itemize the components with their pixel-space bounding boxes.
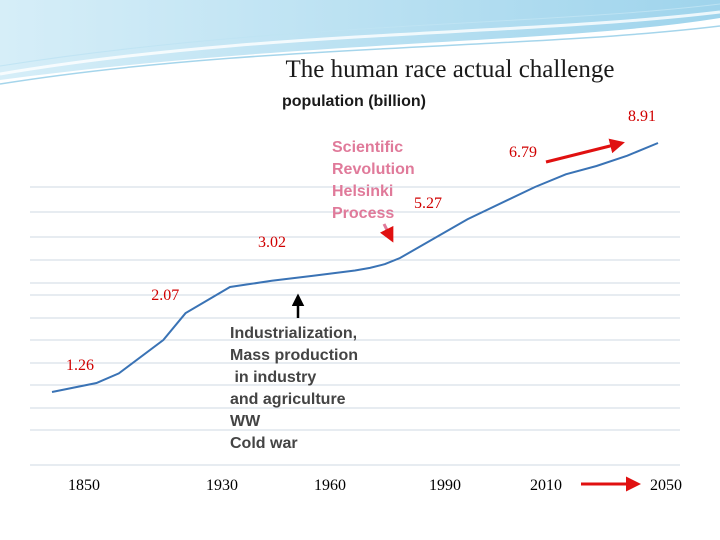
data-label: 3.02: [258, 234, 286, 251]
data-label: 5.27: [414, 195, 442, 212]
data-label: 6.79: [509, 144, 537, 161]
annotation-industrialization: Industrialization, Mass production in in…: [230, 325, 359, 452]
data-label: 2.07: [151, 287, 179, 304]
x-tick-label: 1850: [68, 477, 100, 494]
decorative-banner: [0, 0, 720, 85]
data-label: 1.26: [66, 357, 94, 374]
x-tick-label: 2050: [650, 477, 682, 494]
population-line: [51, 142, 659, 393]
annotation-scientific-revolution: Scientific Revolution Helsinki Process: [332, 139, 415, 222]
arrow-to-8.91: [545, 138, 625, 164]
x-tick-label: 1930: [206, 477, 238, 494]
data-label: 8.91: [628, 108, 656, 125]
grid: [30, 186, 680, 466]
y-axis-label: population (billion): [282, 93, 426, 110]
x-tick-label: 1960: [314, 477, 346, 494]
data-labels: 1.26 2.07 3.02 5.27 6.79 8.91: [66, 108, 656, 374]
slide-title: The human race actual challenge: [285, 56, 615, 83]
x-tick-label: 1990: [429, 477, 461, 494]
x-tick-labels: 1850 1930 1960 1990 2010 2050: [68, 477, 682, 494]
arrows: [291, 138, 641, 492]
x-tick-label: 2010: [530, 477, 562, 494]
arrow-pink: [379, 223, 394, 243]
